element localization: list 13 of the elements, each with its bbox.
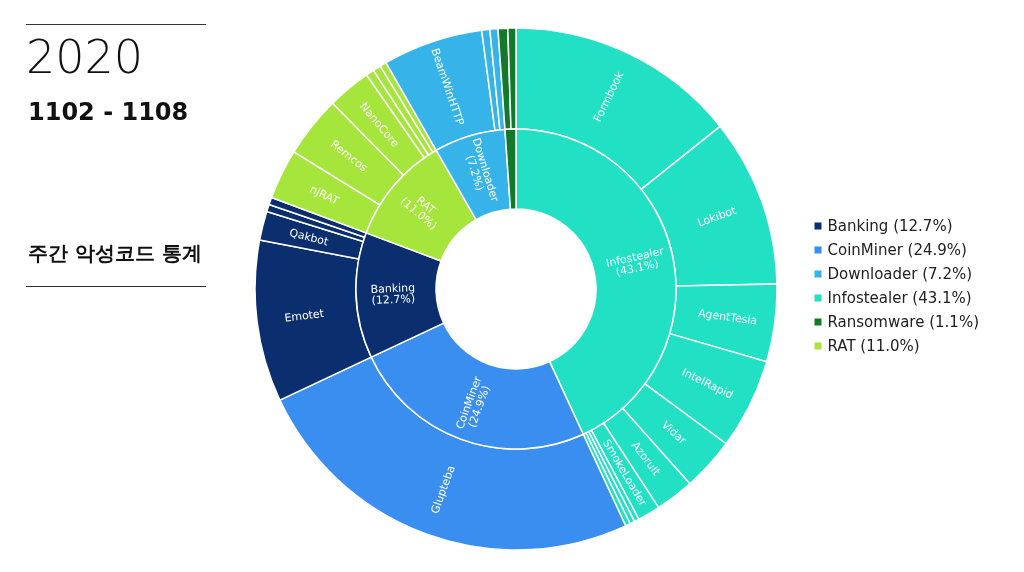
category-label: CoinMiner (24.9%) bbox=[827, 241, 967, 259]
slice-label: Emotet bbox=[283, 306, 326, 325]
chart-title: 2020 bbox=[26, 30, 144, 84]
category-label: Banking (12.7%) bbox=[827, 217, 953, 235]
text: 1102 - 1108 bbox=[28, 98, 189, 126]
category-label: Downloader (7.2%) bbox=[827, 265, 973, 283]
slice-label: njRAT bbox=[307, 182, 342, 208]
text: 주간 악성코드 통계 bbox=[28, 240, 203, 267]
slice-label: Qakbot bbox=[288, 226, 331, 249]
legend-label: Ransomware (1.1%) bbox=[827, 313, 980, 331]
slice-label: AgentTesla bbox=[697, 306, 759, 328]
category-label: RAT (11.0%) bbox=[827, 337, 920, 355]
category-label: Infostealer (43.1%) bbox=[827, 289, 972, 307]
